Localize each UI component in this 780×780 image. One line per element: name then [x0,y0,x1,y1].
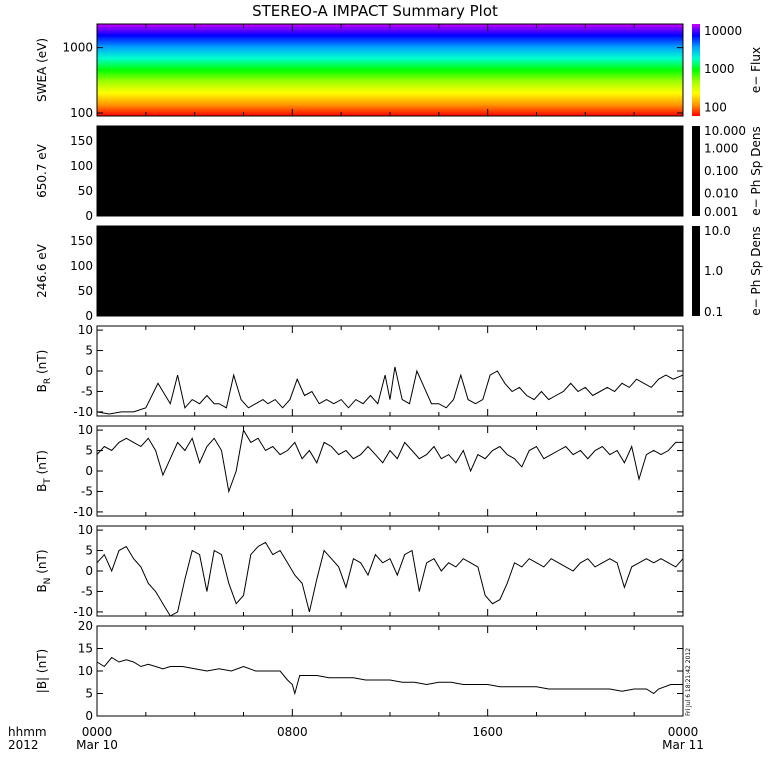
series-line-br [96,366,684,415]
ytick-label-bn: 5 [85,544,93,558]
xtick-label: 1600 [472,725,503,739]
ytick-label-pad246: 50 [78,284,93,298]
colorbar-tick-pad246: 1.0 [704,264,723,278]
ylabel-pad650: 650.7 eV [35,143,49,198]
ytick-label-br: -10 [73,405,93,419]
ytick-label-pad246: 150 [70,234,93,248]
colorbar-fill-pad650 [692,126,700,216]
xtick-sublabel: Mar 10 [76,738,118,752]
ytick-label-bmag: 20 [78,619,93,633]
ytick-label-pad246: 0 [85,309,93,323]
ytick-label-pad650: 100 [70,159,93,173]
ytick-label-bt: 0 [85,464,93,478]
ytick-label-bn: -10 [73,605,93,619]
pad-spectrogram-pad246 [97,226,683,316]
colorbar-tick-pad650: 10.000 [704,124,746,138]
colorbar-swea: 10000 1000 100 e− Flux [692,24,763,116]
x-left-label-year: 2012 [8,738,39,752]
ytick-label-bt: -5 [81,484,93,498]
ytick-label-bt: 5 [85,444,93,458]
ytick-label-bn: 0 [85,564,93,578]
ytick-label-br: 10 [78,323,93,337]
panel-bmag: 20 15 10 5 0 |B| (nT) [35,619,684,723]
ytick-label-bt: -10 [73,505,93,519]
ytick-label-bmag: 5 [85,687,93,701]
panel-frame-bn [96,525,684,617]
ytick-label-swea: 1000 [62,41,93,55]
xtick-sublabel: Mar 11 [662,738,704,752]
ytick-label-bn: -5 [81,584,93,598]
panel-bn: 10 5 0 -5 -10 BN (nT) [35,523,684,619]
colorbar-label-swea: e− Flux [749,47,763,93]
panel-frame-br [96,325,684,417]
xtick-label: 0800 [277,725,308,739]
ylabel-swea: SWEA (eV) [35,38,49,102]
panel-br: 10 5 0 -5 -10 BR (nT) [35,323,684,419]
panel-frame-pad246 [96,225,684,317]
panel-frame-bt [96,425,684,517]
ytick-label-br: -5 [81,384,93,398]
colorbar-tick-pad246: 0.1 [704,305,723,319]
xtick-label: 0000 [668,725,699,739]
ylabel-br: BR (nT) [35,350,53,393]
colorbar-pad246: 10.0 1.0 0.1 e− Ph Sp Dens [692,224,763,319]
swea-spectrogram [97,24,683,116]
series-line-bt [96,428,683,494]
ytick-label-bmag: 10 [78,664,93,678]
panel-frame-bmag [96,625,684,717]
panel-pad650: 150 100 50 0 650.7 eV 10.000 1.000 0.100 0.010 0.… [35,124,763,223]
colorbar-tick-pad246: 10.0 [704,224,731,238]
panel-pad246: 150 100 50 0 246.6 eV 10.0 1.0 0.1 e− Ph Sp Dens [35,224,763,323]
colorbar-tick-swea: 1000 [704,62,735,76]
pad-spectrogram-pad650 [97,126,683,216]
colorbar-tick-pad650: 0.010 [704,187,738,201]
colorbar-tick-pad650: 1.000 [704,142,738,156]
colorbar-tick-pad650: 0.001 [704,205,738,219]
colorbar-tick-pad650: 0.100 [704,164,738,178]
series-line-bn [96,541,684,617]
ytick-label-pad246: 100 [70,259,93,273]
ytick-label-bn: 10 [78,523,93,537]
panel-bt: 10 5 0 -5 -10 BT (nT) [35,423,684,519]
ytick-label-br: 0 [85,364,93,378]
panel-frame-pad650 [96,125,684,217]
ytick-label-bt: 10 [78,423,93,437]
series-line-bmag [96,656,683,696]
colorbar-pad650: 10.000 1.000 0.100 0.010 0.001 e− Ph Sp Dens [692,124,763,219]
ytick-label-swea: 100 [70,106,93,120]
ytick-label-bmag: 0 [85,709,93,723]
panel-frame-swea [96,23,684,117]
colorbar-tick-swea: 100 [704,100,727,114]
ylabel-pad246: 246.6 eV [35,243,49,298]
colorbar-fill-pad246 [692,226,700,316]
ytick-label-pad650: 0 [85,209,93,223]
x-left-label-hhmm: hhmm [8,725,47,739]
chart-title: STEREO-A IMPACT Summary Plot [252,2,498,20]
ytick-label-bmag: 15 [78,642,93,656]
ytick-label-pad650: 50 [78,184,93,198]
ylabel-bmag: |B| (nT) [35,649,49,693]
xtick-label: 0000 [82,725,113,739]
colorbar-label-pad650: e− Ph Sp Dens [749,126,763,215]
panel-swea: 1000 100 SWEA (eV) 10000 1000 100 e− Flux [35,23,763,120]
ytick-label-pad650: 150 [70,134,93,148]
colorbar-tick-swea: 10000 [704,24,742,38]
timestamp-label: Fri Jul 6 18:21:42 2012 [685,648,692,716]
colorbar-fill-swea [692,24,700,116]
ytick-label-br: 5 [85,344,93,358]
colorbar-label-pad246: e− Ph Sp Dens [749,226,763,315]
ylabel-bt: BT (nT) [35,450,53,492]
ylabel-bn: BN (nT) [35,549,53,592]
